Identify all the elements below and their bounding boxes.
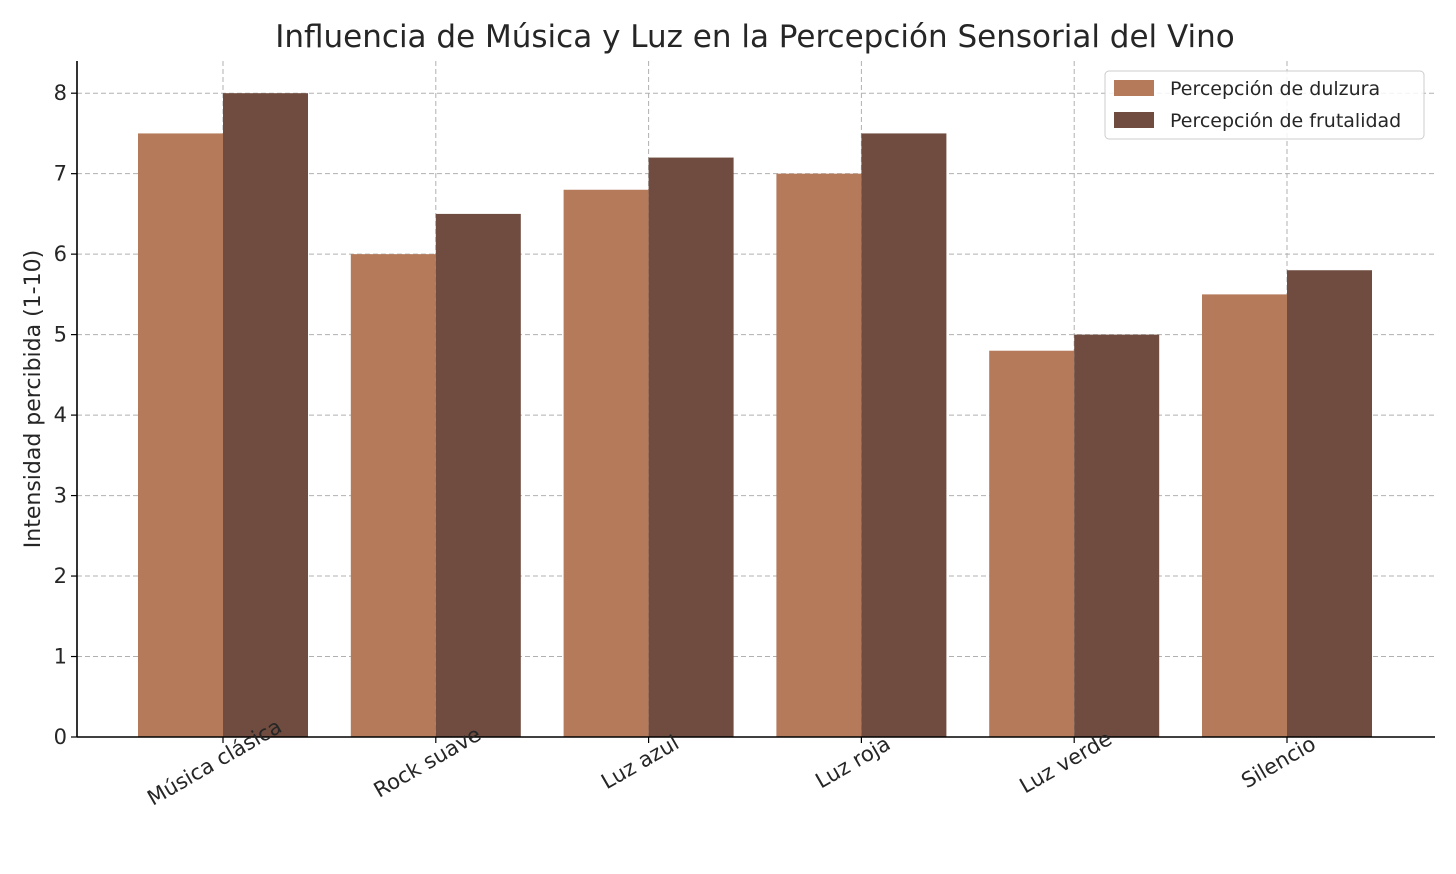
bar-frutalidad	[1287, 270, 1372, 737]
y-tick-label: 7	[54, 162, 67, 186]
x-tick-label: Luz azul	[597, 731, 683, 794]
y-tick-label: 5	[54, 323, 67, 347]
bar-dulzura	[989, 350, 1075, 737]
y-axis-label: Intensidad percibida (1-10)	[21, 250, 46, 548]
y-tick-label: 8	[54, 81, 67, 105]
bar-frutalidad	[861, 133, 947, 737]
y-tick-label: 2	[54, 564, 67, 588]
bar-dulzura	[350, 254, 436, 737]
legend: Percepción de dulzura Percepción de fruta…	[1104, 70, 1425, 140]
y-tick-label: 6	[54, 242, 67, 266]
legend-entry-label: Percepción de dulzura	[1170, 78, 1380, 100]
bar-frutalidad	[648, 157, 734, 738]
legend-box	[1104, 70, 1425, 140]
bar-dulzura	[776, 173, 862, 737]
bar-dulzura	[138, 133, 223, 737]
x-tick-label: Silencio	[1237, 732, 1320, 794]
y-tick-label: 1	[54, 645, 67, 669]
bar-frutalidad	[223, 93, 308, 737]
chart-title: Influencia de Música y Luz en la Percepc…	[275, 19, 1235, 55]
y-tick-label: 4	[54, 403, 67, 427]
bar-frutalidad	[435, 213, 521, 737]
bar-frutalidad	[1074, 334, 1160, 737]
legend-swatch	[1114, 112, 1154, 128]
legend-swatch	[1114, 80, 1154, 96]
axes	[71, 61, 1435, 743]
y-tick-label: 0	[54, 725, 67, 749]
bar-dulzura	[563, 189, 649, 737]
y-tick-label: 3	[54, 484, 67, 508]
x-tick-label: Luz roja	[811, 731, 894, 793]
bars	[138, 93, 1372, 738]
legend-entry-label: Percepción de frutalidad	[1170, 110, 1401, 132]
bar-dulzura	[1202, 294, 1287, 737]
